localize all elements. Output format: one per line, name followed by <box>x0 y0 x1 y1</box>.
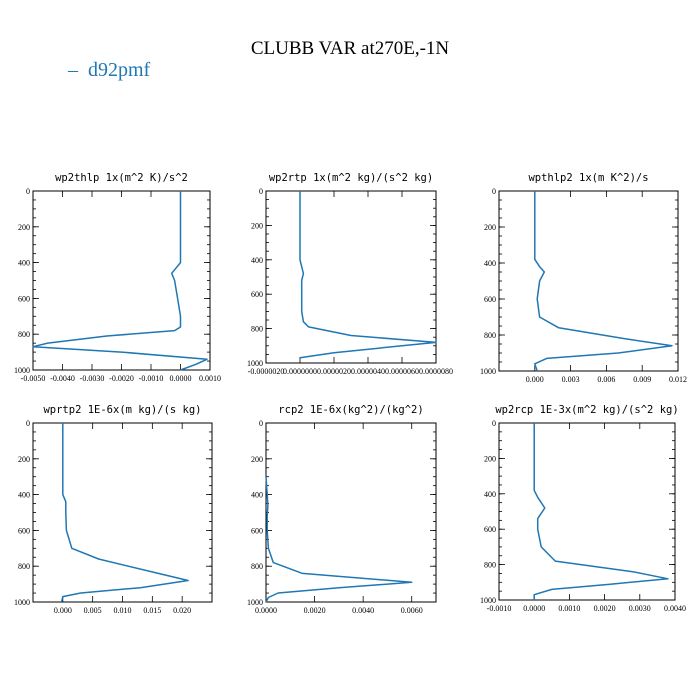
x-tick-label: 0.0030 <box>629 604 651 613</box>
chart-panel-4: wprtp2 1E-6x(m kg)/(s kg) 0 200 400 600 800 10… <box>14 404 213 615</box>
x-tick-label: -0.0050 <box>21 374 46 383</box>
x-tick-label: 0.0060 <box>401 606 423 615</box>
x-tick-label: 0.000 <box>526 375 544 384</box>
y-tick-label: 1000 <box>247 359 263 368</box>
x-tick-label: 0.005 <box>84 606 102 615</box>
panel-title: wp2thlp 1x(m^2 K)/s^2 <box>55 172 188 184</box>
x-tick-label: -0.0010 <box>139 374 164 383</box>
y-tick-label: 1000 <box>480 596 496 605</box>
x-tick-label: 0.0000080 <box>419 367 453 376</box>
y-tick-label: 1000 <box>14 598 30 607</box>
y-tick-label: 1000 <box>247 598 263 607</box>
legend-label: d92pmf <box>88 59 151 81</box>
y-tick-label: 400 <box>18 491 30 500</box>
x-tick-label: 0.0020 <box>594 604 616 613</box>
x-tick-label: 0.006 <box>597 375 615 384</box>
plot-frame <box>498 422 676 601</box>
panel-title: wprtp2 1E-6x(m kg)/(s kg) <box>43 404 201 416</box>
y-tick-label: 200 <box>18 223 30 232</box>
x-tick-label: 0.0040 <box>352 606 374 615</box>
y-tick-label: 600 <box>251 526 263 535</box>
x-tick-label: -0.0000020 <box>248 367 285 376</box>
x-tick-label: -0.0010 <box>487 604 512 613</box>
y-tick-label: 800 <box>18 330 30 339</box>
x-tick-label: 0.010 <box>114 606 132 615</box>
x-tick-label: 0.0000040 <box>351 367 385 376</box>
y-tick-label: 600 <box>484 295 496 304</box>
plot-frame <box>32 422 213 603</box>
x-tick-label: 0.0010 <box>199 374 221 383</box>
chart-panel-2: wp2rtp 1x(m^2 kg)/(s^2 kg) 0 200 400 600 800 1… <box>247 172 453 376</box>
y-tick-label: 600 <box>484 525 496 534</box>
y-tick-label: 0 <box>26 419 30 428</box>
x-tick-label: -0.0030 <box>80 374 105 383</box>
x-tick-label: 0.0000060 <box>385 367 419 376</box>
plot-frame <box>498 190 679 372</box>
plot-frame <box>32 190 211 371</box>
y-tick-label: 400 <box>484 490 496 499</box>
panel-title: wp2rcp 1E-3x(m^2 kg)/(s^2 kg) <box>495 404 678 416</box>
y-tick-label: 800 <box>484 331 496 340</box>
series-line-d92pmf <box>299 191 437 359</box>
plot-frame <box>265 190 437 364</box>
y-tick-label: 0 <box>259 187 263 196</box>
x-tick-label: 0.0000 <box>523 604 545 613</box>
y-tick-label: 600 <box>251 290 263 299</box>
y-tick-label: 600 <box>18 294 30 303</box>
x-tick-label: 0.009 <box>633 375 651 384</box>
y-tick-label: 800 <box>18 562 30 571</box>
legend: – d92pmf <box>67 59 151 81</box>
y-tick-label: 200 <box>251 221 263 230</box>
x-tick-label: 0.0020 <box>304 606 326 615</box>
x-tick-label: 0.0000000 <box>283 367 317 376</box>
y-tick-label: 600 <box>18 526 30 535</box>
legend-dash: – <box>67 59 79 81</box>
y-tick-label: 400 <box>251 491 263 500</box>
y-tick-label: 400 <box>484 259 496 268</box>
plot-frame <box>265 422 437 603</box>
chart-panel-1: wp2thlp 1x(m^2 K)/s^202004006008001000-0… <box>14 172 221 383</box>
series-line-d92pmf <box>265 476 413 603</box>
figure-title: CLUBB VAR at270E,-1N <box>251 38 450 59</box>
x-tick-label: 0.0000020 <box>317 367 351 376</box>
y-tick-label: 200 <box>484 223 496 232</box>
series-line-d92pmf <box>32 191 208 371</box>
y-tick-label: 800 <box>484 561 496 570</box>
y-tick-label: 200 <box>18 455 30 464</box>
x-tick-label: 0.020 <box>173 606 191 615</box>
chart-panel-6: wp2rcp 1E-3x(m^2 kg)/(s^2 kg) 0 200 400 600 8… <box>480 404 686 613</box>
y-tick-label: 0 <box>259 419 263 428</box>
y-tick-label: 1000 <box>14 366 30 375</box>
panels: wp2thlp 1x(m^2 K)/s^202004006008001000-0… <box>14 172 687 615</box>
chart-panel-5: rcp2 1E-6x(kg^2)/(kg^2) 0 200 400 600 800 1000… <box>247 404 437 615</box>
series-line-d92pmf <box>533 423 669 600</box>
panel-title: wp2rtp 1x(m^2 kg)/(s^2 kg) <box>269 172 433 184</box>
y-tick-label: 0 <box>492 187 496 196</box>
x-tick-label: -0.0040 <box>50 374 75 383</box>
x-tick-label: 0.0040 <box>664 604 686 613</box>
chart-panel-3: wpthlp2 1x(m K^2)/s 0 200 400 600 800 1000 0.00… <box>480 172 687 384</box>
series-line-d92pmf <box>60 423 189 603</box>
panel-title: wpthlp2 1x(m K^2)/s <box>528 172 648 184</box>
series-line-d92pmf <box>534 191 673 372</box>
y-tick-label: 400 <box>18 259 30 268</box>
y-tick-label: 800 <box>251 562 263 571</box>
x-tick-label: 0.000 <box>54 606 72 615</box>
x-tick-label: 0.015 <box>143 606 161 615</box>
panel-title: rcp2 1E-6x(kg^2)/(kg^2) <box>278 404 423 416</box>
y-tick-label: 1000 <box>480 367 496 376</box>
y-tick-label: 0 <box>26 187 30 196</box>
x-tick-label: 0.0000 <box>170 374 192 383</box>
y-tick-label: 0 <box>492 419 496 428</box>
x-tick-label: 0.0010 <box>558 604 580 613</box>
x-tick-label: 0.0000 <box>255 606 277 615</box>
y-tick-label: 200 <box>251 455 263 464</box>
y-tick-label: 200 <box>484 454 496 463</box>
x-tick-label: -0.0020 <box>109 374 134 383</box>
y-tick-label: 800 <box>251 325 263 334</box>
y-tick-label: 400 <box>251 256 263 265</box>
x-tick-label: 0.012 <box>669 375 687 384</box>
x-tick-label: 0.003 <box>562 375 580 384</box>
